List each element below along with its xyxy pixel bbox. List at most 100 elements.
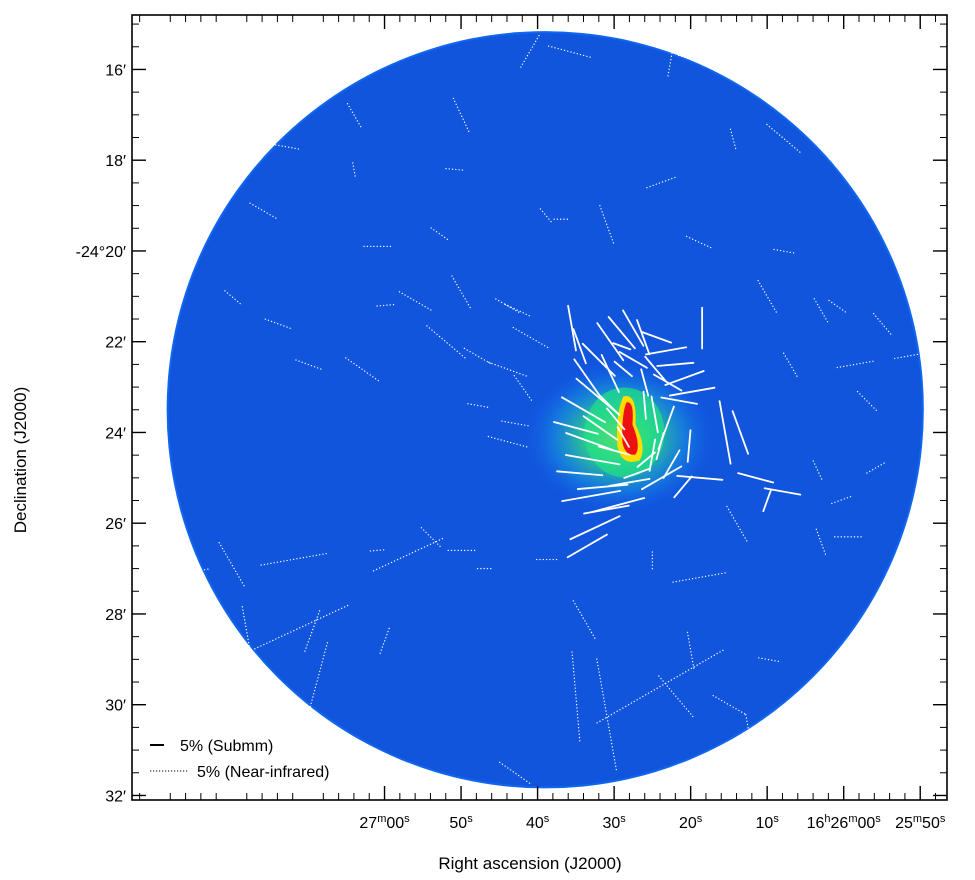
near-infrared-vector: [595, 657, 617, 771]
submm-vector: [718, 400, 732, 465]
near-infrared-vector: [813, 297, 829, 323]
near-infrared-vector: [303, 642, 329, 732]
near-infrared-vector: [520, 34, 540, 68]
near-infrared-vector: [745, 713, 752, 742]
submm-vector: [608, 477, 651, 487]
near-infrared-vector: [346, 102, 362, 128]
near-infrared-vector: [596, 649, 724, 724]
near-infrared-vector: [770, 248, 795, 254]
submm-vector: [607, 316, 636, 350]
submm-vector: [573, 358, 602, 398]
near-infrared-vector: [371, 538, 444, 572]
near-infrared-vector: [344, 356, 379, 382]
y-tick-label: 30′: [105, 698, 126, 715]
near-infrared-vector: [712, 694, 746, 715]
near-infrared-vector: [856, 390, 877, 411]
x-tick-label: 10s: [756, 813, 780, 832]
submm-vector: [644, 355, 667, 382]
near-infrared-vector: [891, 621, 904, 653]
submm-vector: [565, 432, 614, 451]
near-infrared-vector: [374, 303, 395, 307]
near-infrared-vector: [686, 631, 695, 669]
submm-vector: [553, 421, 599, 435]
submm-vector: [569, 515, 621, 541]
near-infrared-vector: [352, 161, 356, 177]
x-tick-label: 40s: [526, 813, 550, 832]
submm-vector-series: [553, 304, 802, 559]
near-infrared-vector: [538, 207, 552, 223]
near-infrared-vector: [215, 91, 248, 111]
submm-vector: [642, 390, 647, 420]
near-infrared-vector: [729, 125, 737, 150]
submm-vector: [583, 504, 630, 515]
near-infrared-vector: [511, 326, 549, 349]
y-tick-label: 18′: [105, 153, 126, 170]
near-infrared-vector: [799, 733, 819, 767]
submm-vector: [598, 394, 621, 416]
submm-vector: [560, 396, 607, 424]
near-infrared-vector: [247, 201, 277, 219]
near-infrared-vector: [503, 303, 530, 317]
near-infrared-vector: [598, 203, 615, 244]
x-tick-label: 50s: [449, 813, 473, 832]
near-infrared-vector: [379, 627, 390, 655]
y-tick-label: 32′: [105, 788, 126, 805]
legend-label-submm: 5% (Submm): [180, 738, 273, 755]
y-tick-label: -24°20′: [76, 244, 126, 261]
submm-vector: [673, 475, 693, 499]
near-infrared-vector: [428, 225, 449, 240]
submm-vector: [566, 533, 608, 559]
near-infrared-vector: [464, 402, 489, 408]
near-infrared-vector: [487, 361, 527, 377]
near-infrared-vector: [685, 235, 712, 249]
near-infrared-vector: [494, 297, 520, 313]
near-infrared-vector: [571, 598, 596, 639]
submm-vector: [556, 470, 604, 477]
near-infrared-vector: [486, 435, 528, 448]
near-infrared-vector: [303, 610, 321, 655]
near-infrared-vector: [500, 420, 529, 427]
submm-vector: [640, 330, 673, 344]
near-infrared-vector: [443, 167, 464, 171]
near-infrared-vector: [217, 602, 231, 671]
near-infrared-vector: [826, 298, 846, 313]
submm-vector: [645, 346, 688, 356]
near-infrared-vector: [461, 346, 491, 364]
submm-vector: [640, 368, 650, 397]
near-infrared-vector: [644, 176, 676, 189]
near-infrared-vector: [398, 291, 432, 311]
y-tick-label: 26′: [105, 516, 126, 533]
submm-vector: [613, 360, 633, 378]
near-infrared-vector: [854, 662, 879, 693]
near-infrared-vector: [294, 359, 322, 370]
near-infrared-vector: [252, 604, 349, 651]
submm-vector: [564, 454, 621, 466]
near-infrared-vector: [757, 279, 777, 313]
near-infrared-vector-series: [162, 32, 938, 784]
submm-vector: [600, 354, 620, 393]
near-infrared-vector: [379, 40, 421, 53]
submm-vector: [686, 429, 692, 463]
near-infrared-vector: [512, 373, 533, 401]
near-infrared-vector: [451, 275, 471, 309]
near-infrared-vector: [900, 576, 925, 606]
y-axis-title: Declination (J2000): [11, 387, 30, 533]
near-infrared-vector: [811, 457, 823, 480]
submm-vector: [656, 361, 695, 367]
x-tick-label: 16h26m00s: [807, 813, 882, 832]
x-tick-label: 27m00s: [359, 813, 410, 832]
near-infrared-vector: [162, 568, 209, 578]
near-infrared-vector: [863, 462, 885, 476]
near-infrared-vector: [571, 649, 581, 742]
submm-vector: [660, 396, 698, 405]
near-infrared-vector: [755, 656, 779, 662]
field-structure: [524, 362, 715, 513]
submm-vector: [616, 426, 630, 448]
submm-vector: [623, 467, 651, 479]
near-infrared-vector: [815, 527, 827, 555]
near-infrared-vector: [725, 504, 748, 542]
y-tick-label: 22′: [105, 335, 126, 352]
submm-vector: [668, 386, 716, 397]
y-tick-label: 16′: [105, 62, 126, 79]
